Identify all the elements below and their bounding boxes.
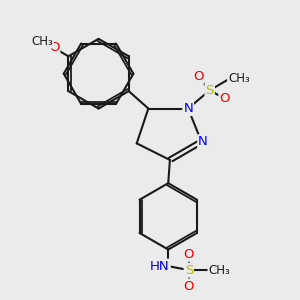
Text: CH₃: CH₃ xyxy=(208,264,230,277)
Text: O: O xyxy=(219,92,230,105)
Text: O: O xyxy=(184,248,194,261)
Text: N: N xyxy=(183,102,193,115)
Text: CH₃: CH₃ xyxy=(31,34,53,47)
Text: CH₃: CH₃ xyxy=(228,72,250,85)
Text: O: O xyxy=(193,70,203,83)
Text: O: O xyxy=(49,41,59,55)
Text: N: N xyxy=(198,135,208,148)
Text: HN: HN xyxy=(150,260,170,273)
Text: O: O xyxy=(184,280,194,292)
Text: S: S xyxy=(184,264,193,277)
Text: S: S xyxy=(206,84,214,97)
